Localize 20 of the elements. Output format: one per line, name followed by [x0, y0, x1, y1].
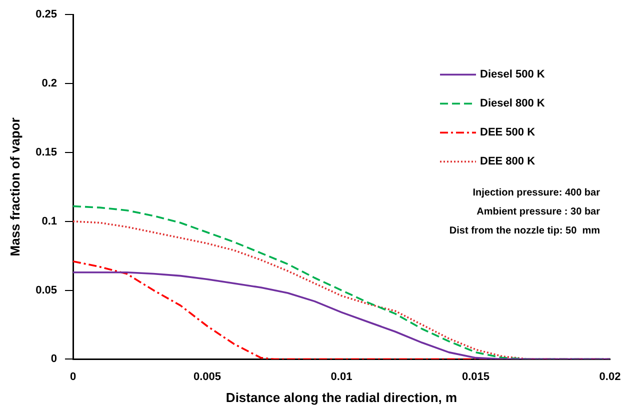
y-axis-title: Mass fraction of vapor: [7, 118, 22, 256]
annotation: Dist from the nozzle tip: 50 mm: [449, 225, 600, 236]
y-tick-label: 0.25: [36, 8, 58, 21]
annotation: Ambient pressure : 30 bar: [476, 206, 600, 218]
x-tick-label: 0.015: [462, 370, 490, 383]
y-tick-label: 0: [50, 353, 58, 366]
legend-label: Diesel 500 K: [480, 68, 545, 81]
x-tick-label: 0.01: [330, 370, 352, 383]
x-tick-label: 0: [70, 370, 76, 383]
y-tick-label: 0.15: [36, 146, 58, 158]
x-tick-label: 0.02: [599, 370, 621, 383]
x-axis-title: Distance along the radial direction, m: [226, 390, 458, 405]
legend-label: Diesel 800 K: [480, 98, 545, 110]
y-tick-label: 0.2: [42, 78, 58, 90]
legend-label: DEE 500 K: [480, 126, 536, 139]
y-tick-label: 0.05: [36, 284, 58, 296]
y-tick-label: 0.1: [42, 215, 58, 228]
legend-label: DEE 800 K: [480, 156, 536, 168]
x-tick-label: 0.005: [193, 370, 222, 383]
annotation: Injection pressure: 400 bar: [472, 187, 600, 198]
